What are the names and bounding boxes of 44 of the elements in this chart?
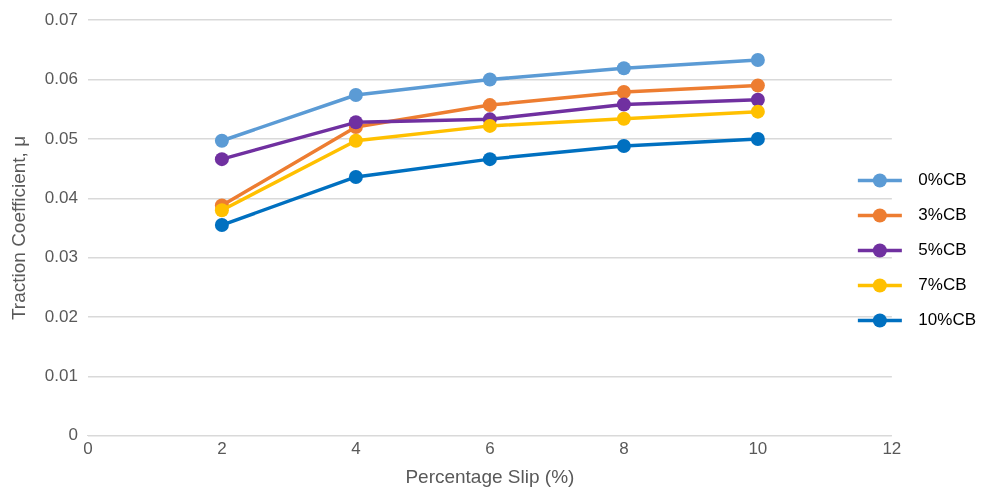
point [482, 98, 497, 113]
point [616, 139, 631, 154]
point [214, 152, 229, 167]
y-tick-label: 0.02 [44, 306, 78, 326]
point [348, 88, 363, 103]
x-axis-title: Percentage Slip (%) [405, 465, 575, 487]
x-tick-label: 6 [485, 438, 495, 458]
x-tick-label: 0 [83, 438, 93, 458]
point [348, 169, 363, 184]
point [482, 72, 497, 87]
point [616, 97, 631, 112]
point [214, 133, 229, 148]
y-tick-label: 0.06 [44, 69, 78, 89]
legend-label: 10%CB [918, 310, 976, 330]
point [214, 203, 229, 218]
point [482, 152, 497, 167]
y-tick-label: 0 [68, 425, 78, 445]
point [750, 78, 765, 93]
y-tick-label: 0.05 [44, 128, 78, 148]
x-tick-label: 4 [351, 438, 361, 458]
y-tick-label: 0.01 [44, 366, 78, 386]
x-tick-label: 2 [217, 438, 227, 458]
point [348, 133, 363, 148]
point [750, 52, 765, 67]
point [616, 61, 631, 76]
point [750, 104, 765, 119]
legend-label: 7%CB [918, 275, 967, 295]
point [750, 131, 765, 146]
point [616, 85, 631, 100]
point [482, 118, 497, 133]
x-tick-label: 12 [882, 438, 902, 458]
point [348, 115, 363, 130]
legend-label: 5%CB [918, 240, 967, 260]
x-tick-label: 8 [619, 438, 629, 458]
legend-label: 3%CB [918, 205, 967, 225]
y-tick-label: 0.07 [44, 9, 78, 29]
y-axis-title: Traction Coefficient, μ [7, 135, 29, 321]
x-tick-label: 10 [748, 438, 768, 458]
point [750, 92, 765, 107]
y-tick-label: 0.04 [44, 188, 78, 207]
point [214, 218, 229, 233]
legend-label: 0%CB [918, 170, 967, 190]
point [616, 111, 631, 126]
y-tick-label: 0.03 [44, 247, 78, 267]
